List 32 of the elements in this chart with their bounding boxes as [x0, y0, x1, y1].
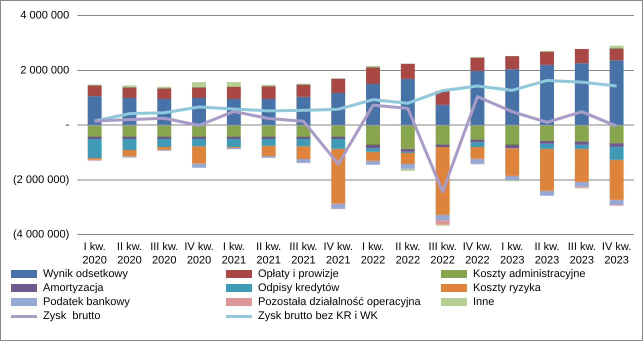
x-tick-label: II kw. 2020 [116, 241, 142, 266]
legend-label: Amortyzacja [43, 282, 104, 294]
legend-label: Zysk brutto [43, 310, 100, 322]
legend-label: Odpisy kredytów [258, 282, 340, 294]
x-tick-label: IV kw. 2022 [462, 241, 492, 266]
legend-label: Inne [473, 296, 494, 308]
y-tick-label: (4 000 000) [12, 228, 70, 241]
legend-label: Wynik odsetkowy [43, 268, 128, 280]
x-tick-label: II kw. 2021 [256, 241, 282, 266]
x-tick-label: I kw. 2020 [82, 241, 107, 266]
x-tick-label: III kw. 2023 [568, 241, 596, 266]
y-tick-label: - [66, 119, 70, 132]
x-tick-label: IV kw. 2023 [602, 241, 632, 266]
x-tick-label: I kw. 2021 [222, 241, 246, 266]
x-tick-label: II kw. 2023 [534, 241, 560, 266]
x-tick-label: IV kw. 2020 [184, 241, 214, 266]
legend-label: Podatek bankowy [43, 296, 130, 308]
y-tick-label: 4 000 000 [20, 10, 70, 22]
x-tick-label: II kw. 2022 [395, 241, 420, 266]
legend-label: Zysk brutto bez KR i WK [258, 310, 378, 322]
x-tick-label: IV kw. 2021 [324, 241, 353, 266]
legend-label: Koszty ryzyka [473, 282, 541, 294]
x-tick-label: I kw. 2023 [500, 241, 524, 266]
legend-label: Opłaty i prowizje [258, 268, 339, 280]
x-tick-label: III kw. 2022 [428, 241, 457, 266]
y-tick-label: (2 000 000) [12, 174, 70, 186]
x-tick-label: I kw. 2022 [360, 241, 386, 266]
legend-label: Pozostała działalność operacyjna [258, 296, 421, 308]
legend-label: Koszty administracyjne [473, 268, 586, 280]
y-tick-label: 2 000 000 [20, 64, 70, 76]
x-tick-label: III kw. 2021 [289, 241, 318, 266]
x-tick-label: III kw. 2020 [150, 241, 178, 266]
